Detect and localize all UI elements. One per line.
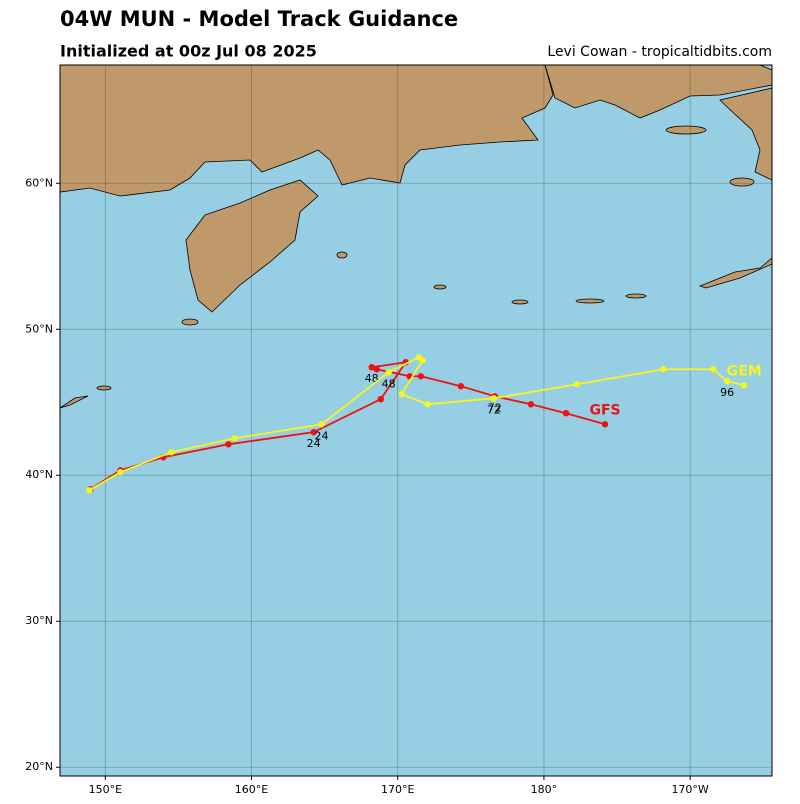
y-tick-label: 60°N [25, 176, 53, 189]
frame [59, 64, 773, 777]
track-point [168, 448, 175, 456]
x-tick-label: 170°W [671, 783, 708, 796]
hour-label: 96 [720, 386, 734, 399]
y-tick-label: 40°N [25, 468, 53, 481]
track-point [225, 441, 232, 448]
track-point [490, 395, 498, 402]
land [59, 64, 773, 409]
x-tick-label: 160°E [235, 783, 268, 796]
track-point [424, 401, 431, 408]
track-point [419, 357, 426, 364]
y-tick-label: 30°N [25, 614, 53, 627]
model-label: GFS [589, 402, 620, 418]
track-point [117, 468, 124, 476]
y-tick-label: 50°N [25, 322, 53, 335]
track-point [231, 435, 238, 442]
track-point [710, 366, 717, 373]
track-point [659, 366, 667, 373]
hour-label: 48 [365, 372, 379, 385]
track-point [86, 487, 93, 494]
track-point [318, 421, 325, 428]
x-tick-label: 180° [531, 783, 558, 796]
hour-label: 24 [307, 437, 321, 450]
hour-label: 48 [382, 377, 396, 390]
track-point [377, 395, 384, 403]
track-point [417, 373, 425, 380]
track-point [723, 378, 731, 385]
chart-subtitle: Initialized at 00z Jul 08 2025 [60, 42, 317, 61]
y-tick-label: 20°N [25, 760, 53, 773]
track-point [310, 428, 317, 436]
track-point [573, 381, 581, 388]
model-label: GEM [727, 363, 762, 379]
track-point [457, 382, 465, 390]
x-tick-label: 170°E [381, 783, 414, 796]
x-tick-label: 150°E [89, 783, 122, 796]
track-point [527, 401, 535, 408]
track-point [398, 391, 405, 398]
hour-label: 72 [487, 403, 501, 416]
track-point [741, 382, 748, 389]
chart-title: 04W MUN - Model Track Guidance [60, 7, 458, 31]
hour-label: 24 [315, 429, 329, 442]
track-point [368, 364, 375, 371]
track-point [385, 369, 392, 376]
credit: Levi Cowan - tropicaltidbits.com [547, 44, 772, 60]
hour-label: 72 [488, 401, 502, 414]
track-point [562, 410, 570, 417]
track-line [88, 356, 745, 492]
track-point [601, 421, 609, 428]
track-point [373, 366, 380, 373]
